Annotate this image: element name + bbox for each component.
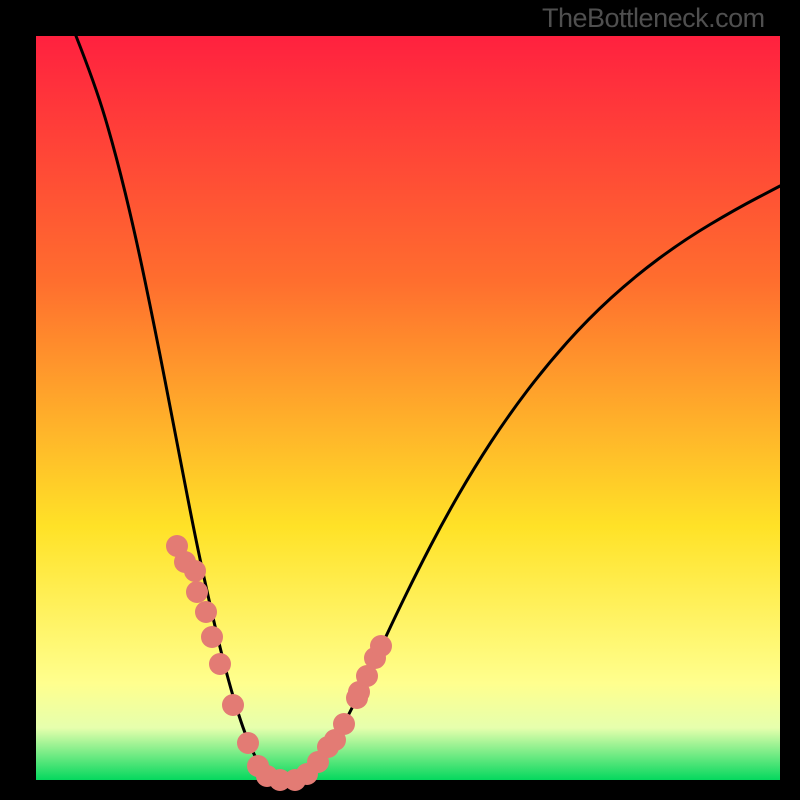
chart-canvas: TheBottleneck.com bbox=[0, 0, 800, 800]
watermark-text: TheBottleneck.com bbox=[542, 3, 765, 34]
watermark-label: TheBottleneck.com bbox=[542, 3, 765, 33]
plot-gradient-background bbox=[36, 36, 780, 780]
